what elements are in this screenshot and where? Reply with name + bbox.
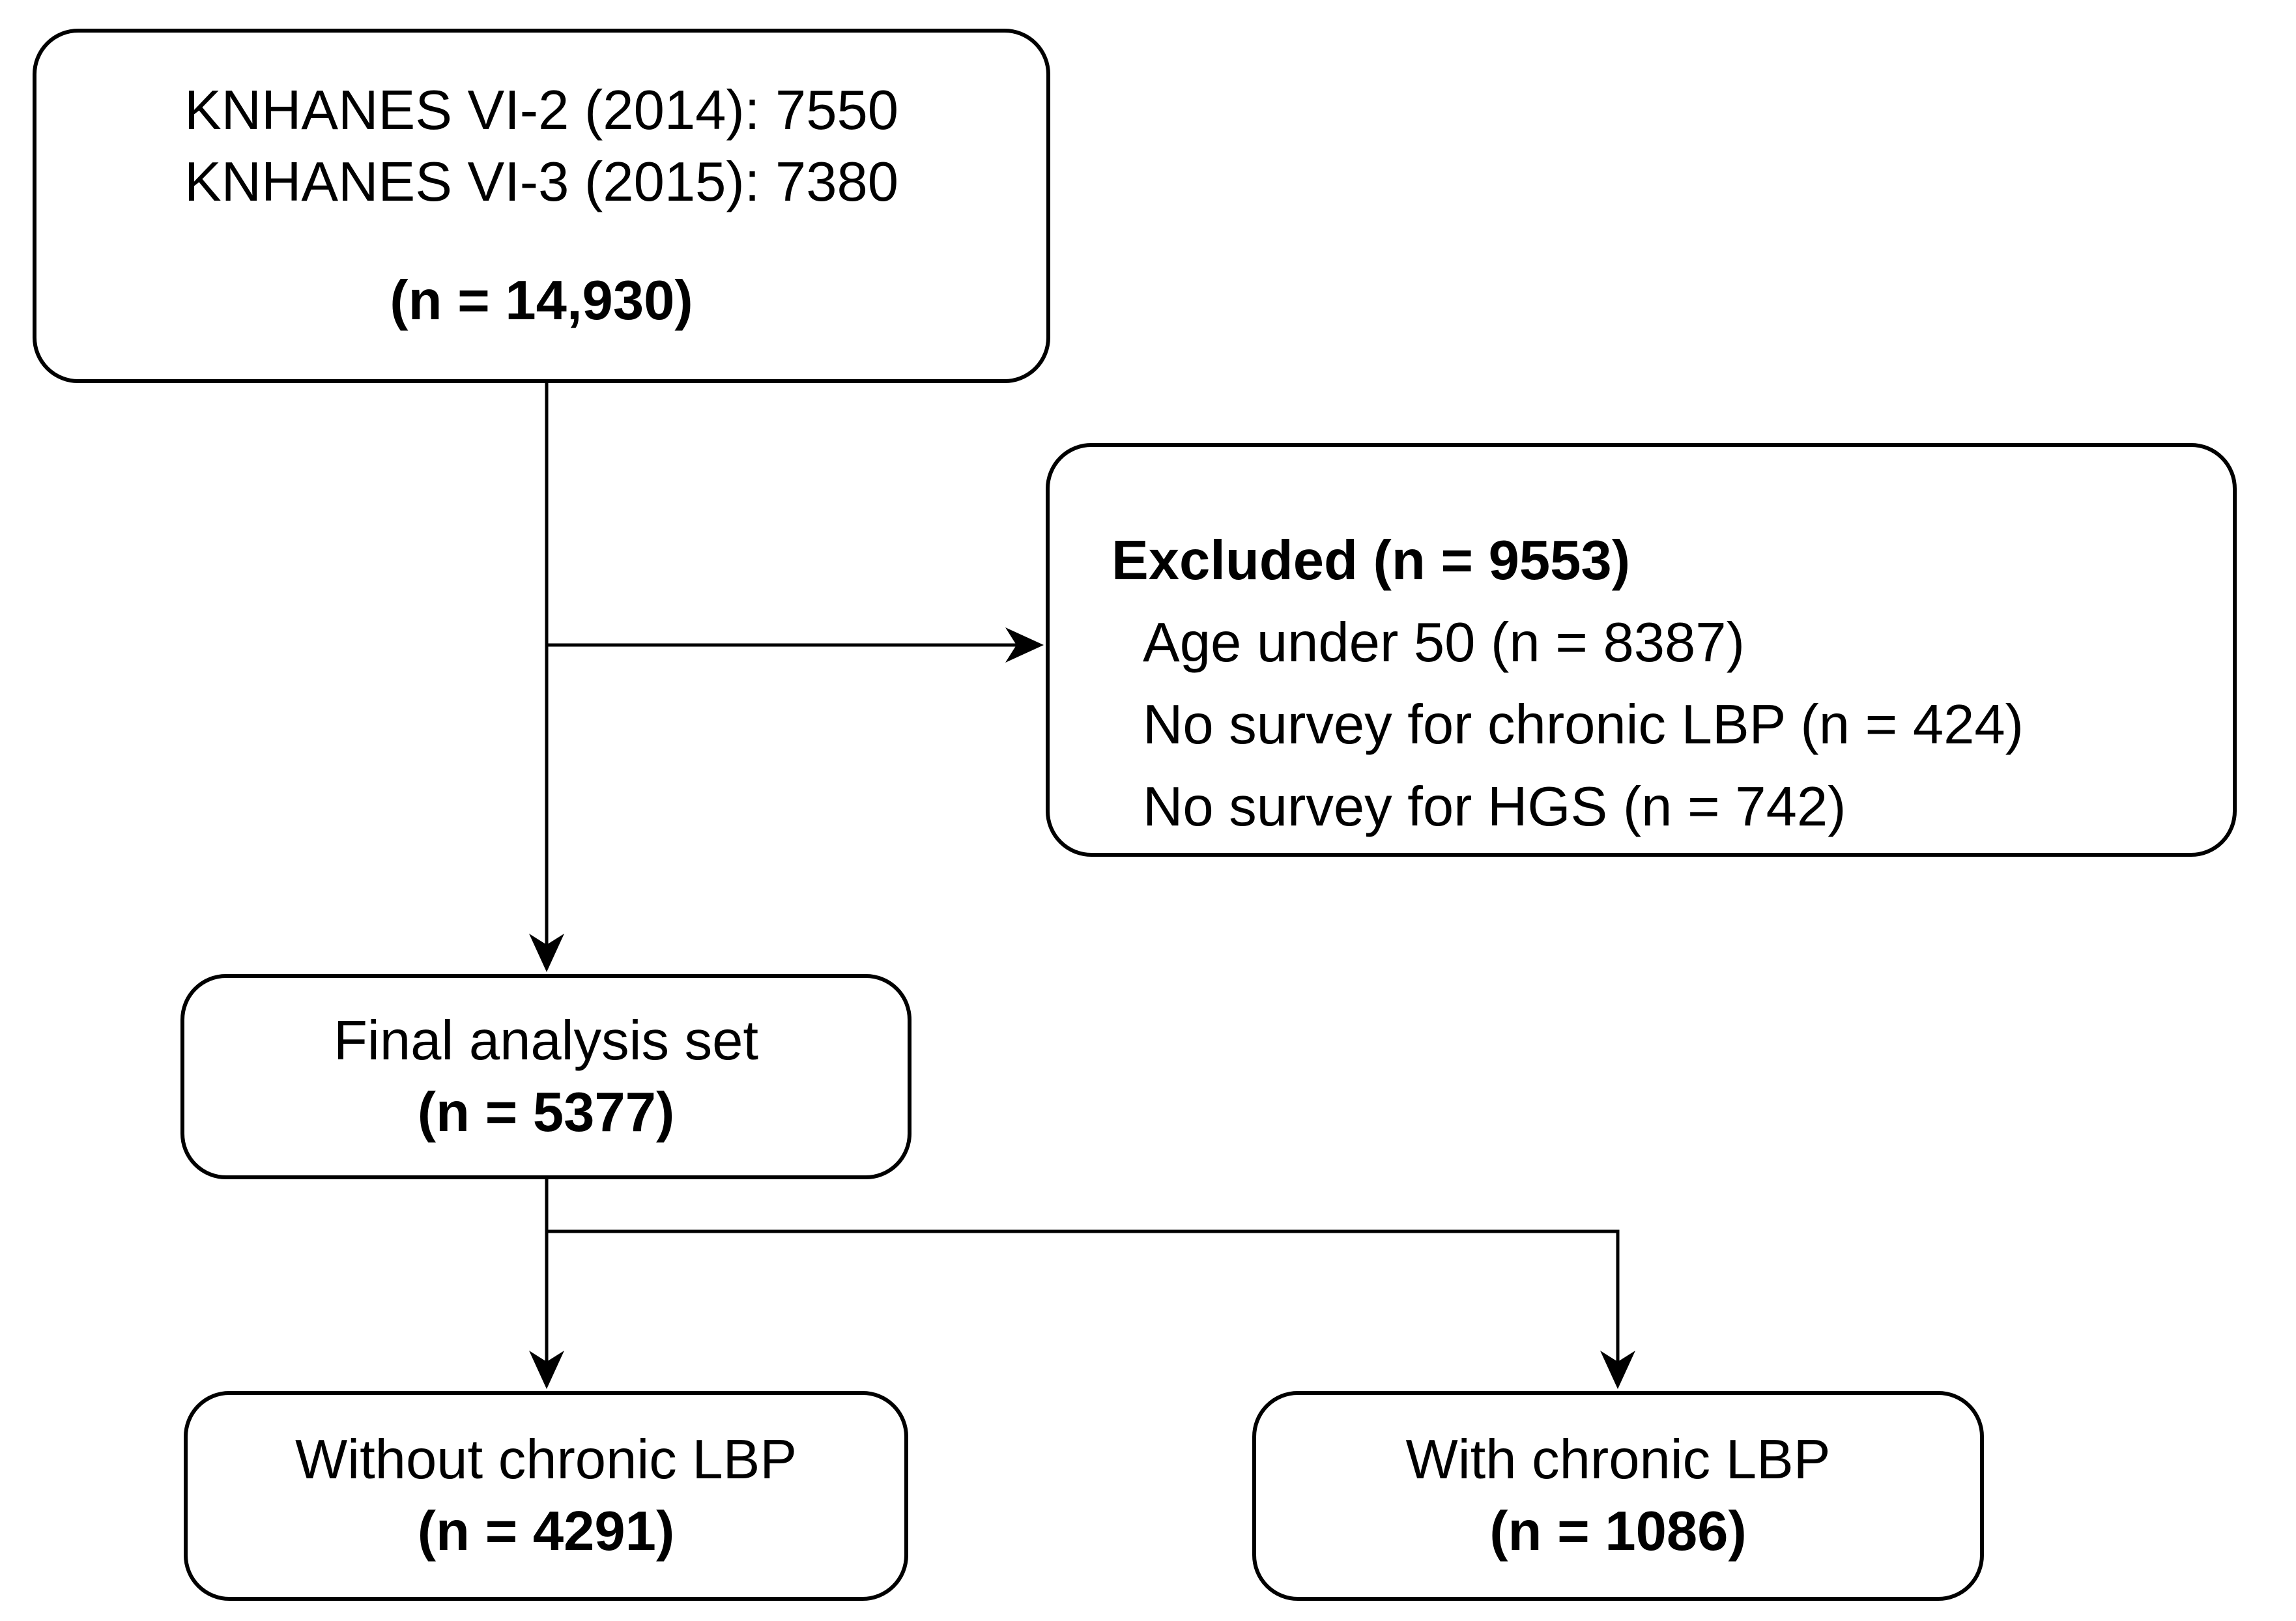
without-chronic-lbp-box: Without chronic LBP (n = 4291) — [184, 1391, 908, 1601]
final-analysis-box: Final analysis set (n = 5377) — [180, 974, 911, 1179]
final-analysis-n-label: (n = 5377) — [417, 1081, 675, 1143]
final-analysis-label: Final analysis set — [334, 1009, 758, 1072]
source-cohort-box: KNHANES VI-2 (2014): 7550 KNHANES VI-3 (… — [33, 29, 1050, 383]
excluded-item-no-hgs-survey: No survey for HGS (n = 742) — [1143, 776, 1846, 838]
without-chronic-lbp-n-label: (n = 4291) — [417, 1500, 675, 1562]
connector-to-excluded — [547, 627, 1044, 663]
excluded-title: Excluded (n = 9553) — [1112, 530, 1631, 592]
excluded-item-no-lbp-survey: No survey for chronic LBP (n = 424) — [1143, 694, 2024, 756]
source-line-knhanes-vi3: KNHANES VI-3 (2015): 7380 — [184, 151, 899, 213]
connector-final-to-without — [529, 1179, 564, 1389]
with-chronic-lbp-box: With chronic LBP (n = 1086) — [1252, 1391, 1984, 1601]
excluded-box: Excluded (n = 9553) Age under 50 (n = 83… — [1046, 443, 2237, 857]
connector-branch-to-with — [547, 1229, 1635, 1389]
source-line-knhanes-vi2: KNHANES VI-2 (2014): 7550 — [184, 79, 899, 141]
connector-source-to-final — [529, 383, 564, 972]
with-chronic-lbp-n-label: (n = 1086) — [1489, 1500, 1747, 1562]
arrowhead-right-icon — [1005, 627, 1044, 663]
arrowhead-down-icon — [1600, 1351, 1635, 1389]
arrowhead-down-icon — [529, 934, 564, 972]
arrowhead-down-icon — [529, 1351, 564, 1389]
excluded-item-age-under-50: Age under 50 (n = 8387) — [1143, 612, 1745, 674]
source-n-label: (n = 14,930) — [390, 270, 693, 332]
without-chronic-lbp-label: Without chronic LBP — [294, 1429, 797, 1491]
with-chronic-lbp-label: With chronic LBP — [1405, 1429, 1831, 1491]
